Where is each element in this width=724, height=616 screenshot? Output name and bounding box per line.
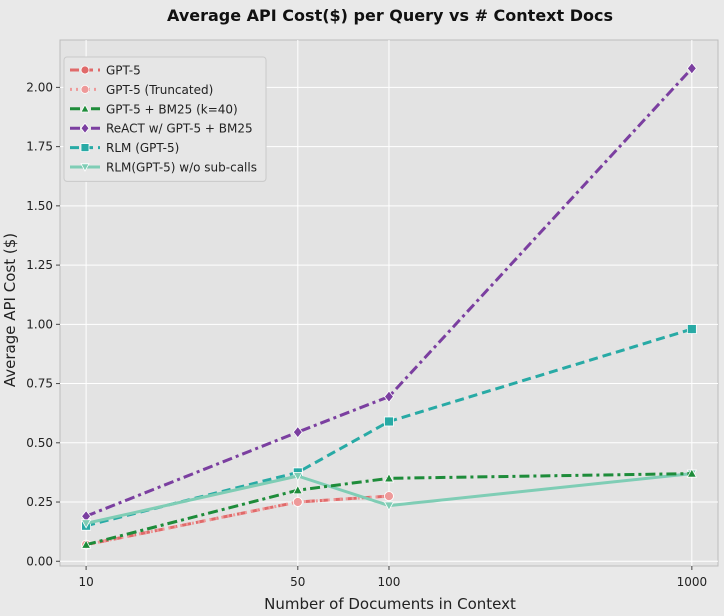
data-point	[80, 539, 92, 549]
axis-ticks: 0.00 0.25 0.50 0.75 1.00 1.25 1.50 1.75 2.00 10 50…	[26, 80, 707, 589]
legend-label: GPT-5	[106, 64, 141, 78]
series-2	[80, 468, 698, 549]
series-line	[85, 67, 693, 518]
y-axis-label: Average API Cost ($)	[1, 233, 19, 387]
x-tick-label: 1000	[677, 575, 708, 589]
legend-label: ReACT w/ GPT-5 + BM25	[106, 122, 253, 136]
data-point	[292, 484, 303, 495]
chart-title: Average API Cost($) per Query vs # Conte…	[167, 6, 613, 25]
y-tick-label: 0.75	[26, 377, 53, 391]
data-point	[686, 62, 697, 75]
x-tick-label: 100	[378, 575, 401, 589]
series-3	[81, 62, 697, 523]
y-tick-label: 1.00	[26, 317, 53, 331]
data-point	[686, 324, 697, 334]
legend-label: RLM(GPT-5) w/o sub-calls	[106, 161, 257, 175]
legend-label: GPT-5 + BM25 (k=40)	[106, 102, 238, 116]
data-point	[292, 471, 303, 482]
data-point	[383, 501, 395, 511]
data-point	[383, 473, 395, 483]
series-line	[85, 472, 692, 547]
y-tick-label: 0.00	[26, 554, 53, 568]
legend-marker	[80, 163, 90, 172]
x-axis-label: Number of Documents in Context	[264, 595, 516, 613]
legend: GPT-5 GPT-5 (Truncated) GPT-5 + BM25 (k=40…	[63, 56, 267, 182]
series-line	[85, 327, 693, 528]
data-point	[292, 497, 303, 507]
data-point	[686, 468, 698, 478]
y-tick-label: 2.00	[26, 80, 53, 94]
legend-label: RLM (GPT-5)	[106, 141, 179, 155]
legend-box	[63, 56, 267, 182]
legend-marker	[80, 103, 90, 113]
y-tick-label: 1.50	[26, 199, 53, 213]
x-tick-label: 10	[78, 575, 93, 589]
data-point	[383, 390, 394, 403]
series-line	[85, 494, 390, 547]
data-point	[292, 425, 303, 439]
legend-marker	[80, 85, 90, 94]
data-point	[80, 519, 92, 529]
legend-marker	[80, 65, 90, 75]
legend-marker	[80, 122, 90, 134]
y-tick-label: 0.25	[26, 495, 53, 509]
y-tick-label: 1.25	[26, 258, 53, 272]
series-line	[85, 472, 692, 525]
y-tick-label: 0.50	[26, 436, 53, 450]
legend-marker	[80, 143, 90, 153]
x-tick-label: 50	[290, 575, 305, 589]
data-point	[384, 491, 394, 502]
data-point	[384, 416, 394, 427]
legend-label: GPT-5 (Truncated)	[106, 83, 213, 97]
y-tick-label: 1.75	[26, 140, 53, 154]
